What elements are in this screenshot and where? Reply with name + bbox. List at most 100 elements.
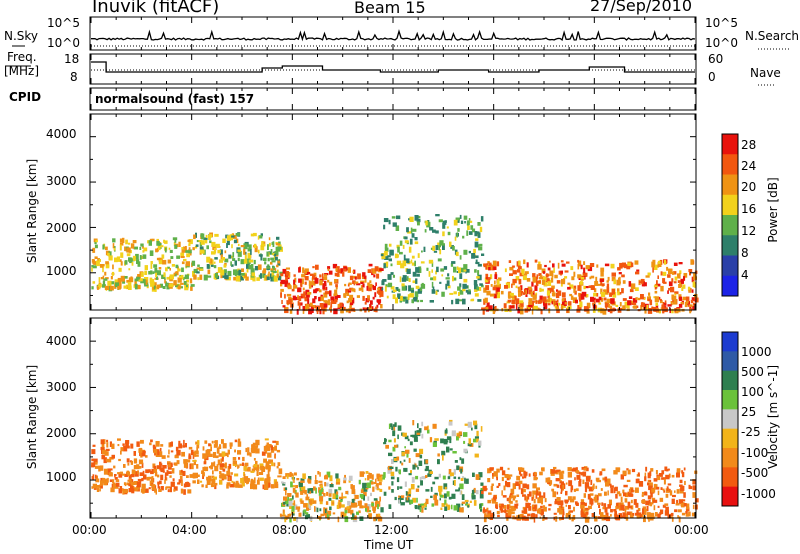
echo-cell	[292, 487, 296, 493]
velocity-colorbar	[721, 331, 739, 507]
echo-cell	[112, 264, 114, 270]
echo-cell	[482, 485, 487, 492]
echo-cell	[660, 300, 663, 304]
echo-cell	[435, 230, 439, 234]
echo-cell	[316, 507, 319, 513]
echo-cell	[255, 445, 258, 451]
velocity-ytick-4000: 4000	[46, 334, 77, 348]
echo-cell	[221, 439, 224, 444]
echo-cell	[122, 237, 125, 243]
echo-cell	[502, 503, 504, 508]
echo-cell	[630, 515, 634, 518]
echo-cell	[101, 264, 105, 267]
echo-cell	[564, 270, 569, 273]
echo-cell	[183, 258, 187, 262]
echo-cell	[323, 276, 328, 280]
echo-cell	[103, 457, 107, 464]
echo-cell	[604, 476, 608, 483]
echo-cell	[202, 472, 205, 477]
echo-cell	[114, 279, 118, 286]
echo-cell	[372, 268, 377, 274]
echo-cell	[208, 478, 212, 481]
echo-cell	[137, 470, 139, 475]
echo-cell	[141, 462, 144, 468]
echo-cell	[250, 275, 255, 280]
echo-cell	[167, 266, 170, 269]
echo-cell	[171, 264, 175, 267]
echo-cell	[277, 462, 281, 466]
echo-cell	[585, 286, 589, 289]
echo-cell	[431, 261, 434, 267]
echo-cell	[158, 267, 162, 270]
echo-cell	[560, 270, 563, 274]
echo-cell	[687, 286, 691, 291]
echo-cell	[556, 497, 561, 502]
echo-cell	[134, 471, 139, 477]
echo-cell	[451, 261, 456, 264]
echo-cell	[392, 289, 397, 293]
echo-cell	[149, 250, 154, 256]
power-colorbar	[721, 133, 739, 297]
echo-cell	[400, 263, 405, 269]
echo-cell	[411, 233, 415, 238]
echo-cell	[92, 259, 96, 265]
echo-cell	[477, 263, 482, 267]
echo-cell	[123, 482, 126, 485]
echo-cell	[572, 496, 576, 500]
echo-cell	[194, 454, 199, 457]
echo-cell	[444, 220, 447, 223]
echo-cell	[604, 507, 608, 513]
echo-cell	[360, 282, 364, 285]
echo-cell	[692, 492, 697, 498]
echo-cell	[486, 302, 490, 308]
echo-cell	[405, 258, 410, 264]
echo-cell	[406, 452, 409, 458]
echo-cell	[420, 503, 425, 506]
echo-cell	[100, 480, 103, 486]
echo-cell	[326, 511, 329, 518]
echo-cell	[425, 220, 428, 226]
echo-cell	[394, 458, 397, 461]
echo-cell	[226, 484, 229, 489]
echo-cell	[254, 477, 256, 484]
echo-cell	[544, 498, 547, 503]
nsearch-label: N.Search	[745, 29, 800, 43]
echo-cell	[239, 463, 242, 466]
echo-cell	[361, 288, 364, 293]
echo-cell	[451, 299, 454, 305]
echo-cell	[190, 449, 194, 456]
echo-cell	[231, 235, 235, 238]
echo-cell	[306, 303, 310, 309]
echo-cell	[465, 478, 469, 484]
echo-cell	[582, 272, 586, 277]
echo-cell	[325, 286, 328, 291]
echo-cell	[657, 513, 661, 518]
echo-cell	[641, 494, 644, 497]
power-cbar-cell	[722, 235, 738, 256]
echo-cell	[480, 482, 484, 486]
echo-cell	[659, 497, 664, 502]
echo-cell	[536, 488, 539, 494]
echo-cell	[534, 285, 538, 291]
echo-cell	[304, 512, 309, 515]
echo-cell	[548, 480, 553, 485]
echo-cell	[262, 257, 267, 261]
echo-cell	[246, 258, 251, 265]
echo-cell	[181, 267, 184, 273]
echo-cell	[434, 476, 439, 480]
echo-cell	[155, 248, 158, 253]
echo-cell	[685, 511, 688, 514]
echo-cell	[202, 474, 204, 479]
echo-cell	[458, 292, 460, 296]
echo-cell	[510, 505, 515, 512]
echo-cell	[119, 259, 122, 262]
echo-cell	[594, 515, 598, 522]
echo-cell	[219, 259, 224, 263]
echo-cell	[237, 243, 240, 247]
echo-cell	[460, 468, 463, 474]
echo-cell	[664, 300, 667, 304]
echo-cell	[169, 274, 174, 280]
echo-cell	[496, 506, 498, 509]
echo-cell	[149, 442, 152, 446]
echo-cell	[345, 288, 349, 294]
